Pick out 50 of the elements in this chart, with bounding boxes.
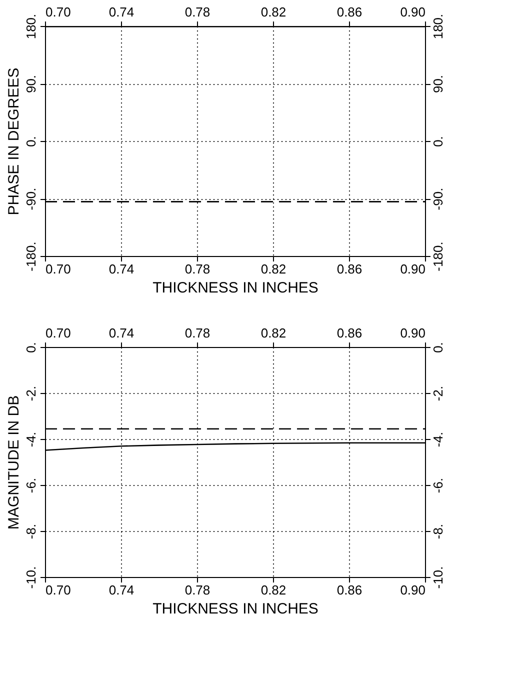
x-tick-label: 0.90 (400, 262, 426, 276)
y-tick-label: -6. (24, 478, 38, 494)
y2-tick-label: -10. (430, 566, 446, 589)
y2-tick-label: -6. (430, 478, 446, 494)
y-tick-label: -180. (24, 242, 38, 272)
x-axis-title: THICKNESS IN INCHES (152, 600, 318, 618)
y-tick-label: -8. (24, 524, 38, 540)
x2-tick-label: 0.86 (336, 326, 362, 340)
y-tick-label: 180. (24, 14, 38, 40)
x-tick-label: 0.70 (46, 582, 71, 598)
y2-tick-label: 0. (430, 136, 446, 147)
x-tick-label: 0.78 (184, 262, 210, 276)
y-tick-label: 0. (24, 342, 38, 353)
x2-tick-label: 0.82 (260, 4, 286, 20)
y2-tick-label: -90. (430, 188, 446, 210)
x-tick-label: 0.90 (400, 582, 426, 598)
y2-tick-label: 90. (430, 74, 446, 94)
y-tick-label: -10. (24, 566, 38, 589)
x-tick-label: 0.74 (108, 262, 134, 276)
x-tick-label: 0.70 (46, 262, 71, 276)
x2-tick-label: 0.90 (400, 326, 426, 340)
x-tick-label: 0.82 (260, 262, 286, 276)
y-axis-title: PHASE IN DEGREES (6, 68, 22, 216)
x-tick-label: 0.78 (184, 582, 210, 598)
y-tick-label: 0. (24, 136, 38, 147)
x2-tick-label: 0.86 (336, 4, 362, 20)
x2-tick-label: 0.70 (46, 326, 71, 340)
x2-tick-label: 0.90 (400, 4, 426, 20)
y-tick-label: -90. (24, 188, 38, 210)
x-tick-label: 0.74 (108, 582, 134, 598)
x2-tick-label: 0.82 (260, 326, 286, 340)
x-tick-label: 0.82 (260, 582, 286, 598)
y-tick-label: -2. (24, 386, 38, 402)
y2-tick-label: 0. (430, 342, 446, 353)
y2-tick-label: 180. (430, 14, 446, 40)
x2-tick-label: 0.74 (108, 4, 134, 20)
y2-tick-label: -2. (430, 386, 446, 402)
x-tick-label: 0.86 (336, 262, 362, 276)
y-tick-label: 90. (24, 74, 38, 94)
y-axis-title: MAGNITUDE IN DB (6, 395, 22, 530)
y2-tick-label: -4. (430, 432, 446, 448)
x2-tick-label: 0.78 (184, 4, 210, 20)
x-axis-title: THICKNESS IN INCHES (152, 280, 318, 296)
x-tick-label: 0.86 (336, 582, 362, 598)
y2-tick-label: -180. (430, 242, 446, 272)
x2-tick-label: 0.78 (184, 326, 210, 340)
x2-tick-label: 0.74 (108, 326, 134, 340)
x2-tick-label: 0.70 (46, 4, 71, 20)
y2-tick-label: -8. (430, 524, 446, 540)
y-tick-label: -4. (24, 432, 38, 448)
